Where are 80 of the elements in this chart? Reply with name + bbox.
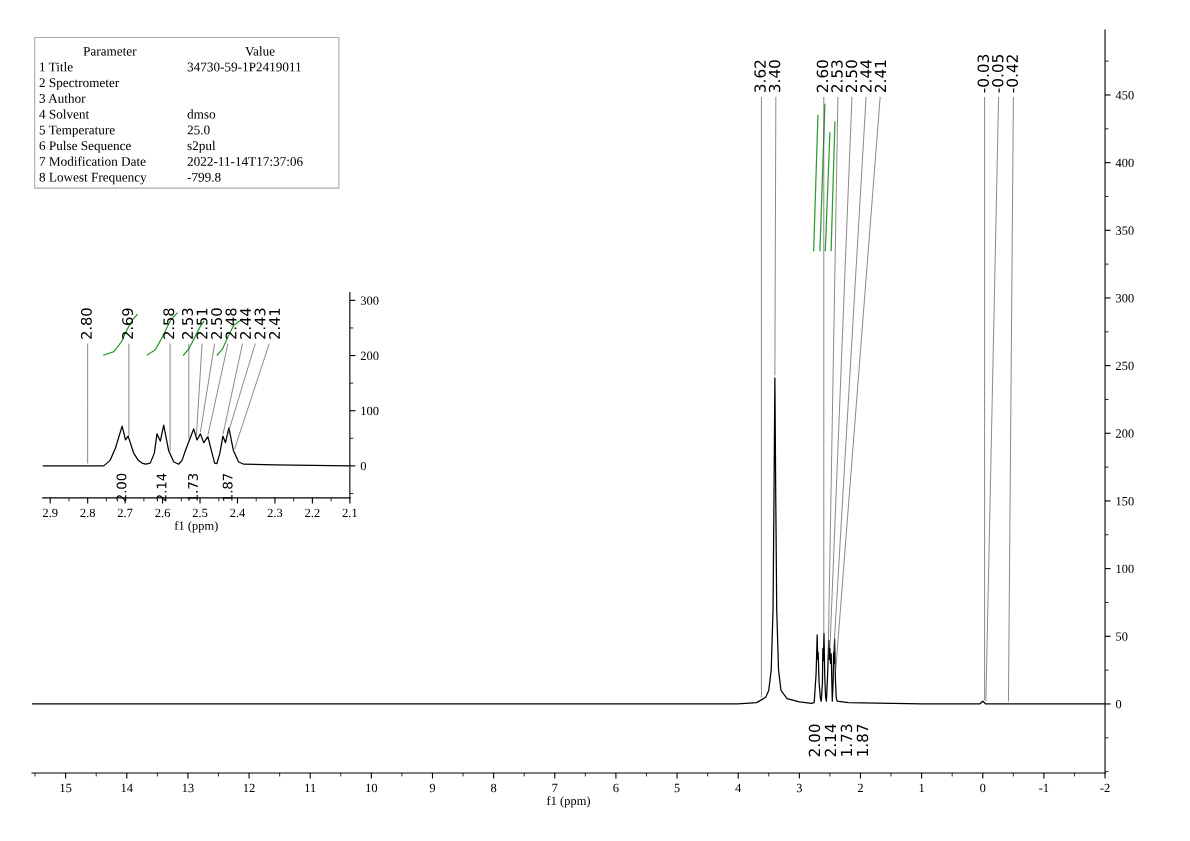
y-tick-label: 200 xyxy=(1116,429,1134,438)
annotation: 2.69 xyxy=(122,308,134,339)
annotation: 1.73 xyxy=(187,473,198,501)
x-tick-label: 12 xyxy=(243,783,255,793)
annotation: -0.05 xyxy=(991,54,1004,93)
x-tick-label: 2.4 xyxy=(230,508,246,518)
text: 8 Lowest Frequency -799.8 xyxy=(39,172,221,185)
annotation: 2.43 xyxy=(254,308,266,339)
y-tick-label: 300 xyxy=(1116,293,1134,303)
y-tick-label: 100 xyxy=(1116,564,1134,574)
annotation: 2.53 xyxy=(182,308,194,339)
y-tick-label: 200 xyxy=(360,351,379,361)
x-tick-label: 2.2 xyxy=(305,508,320,518)
y-tick-label: 350 xyxy=(1116,226,1134,235)
annotation: -0.03 xyxy=(977,54,990,93)
annotation: 1.73 xyxy=(840,724,853,756)
annotation: 2.60 xyxy=(816,60,829,93)
annotation: -0.42 xyxy=(1006,55,1019,93)
x-tick-label: 2.1 xyxy=(342,508,357,518)
x-tick-label: 5 xyxy=(674,783,680,793)
annotation: 2.50 xyxy=(845,60,858,93)
text: Parameter Value xyxy=(83,46,275,56)
x-tick-label: -1 xyxy=(1039,783,1049,793)
x-tick-label: 1 xyxy=(919,783,924,793)
annotation: 2.58 xyxy=(163,308,175,339)
x-tick-label: 10 xyxy=(366,783,378,793)
x-tick-label: 14 xyxy=(121,783,133,793)
x-tick-label: 13 xyxy=(182,783,194,793)
annotation: 2.44 xyxy=(860,60,872,93)
y-tick-label: 400 xyxy=(1115,158,1134,168)
annotation: 2.41 xyxy=(874,60,886,93)
x-tick-label: 2 xyxy=(857,783,863,793)
annotation: 2.51 xyxy=(196,308,208,339)
annotation: 2.50 xyxy=(211,308,223,339)
x-tick-label: 2.7 xyxy=(117,508,133,518)
x-tick-label: 2.9 xyxy=(42,508,58,518)
x-tick-label: 6 xyxy=(613,783,619,793)
text: 6 Pulse Sequence s2pul xyxy=(39,140,216,153)
annotation: 2.44 xyxy=(240,308,251,339)
x-tick-label: 8 xyxy=(490,783,497,793)
text: 7 Modification Date 2022-11-14T17:37:06 xyxy=(39,156,303,166)
x-tick-label: 0 xyxy=(980,783,986,793)
annotation: 2.14 xyxy=(156,473,167,502)
annotation: 2.53 xyxy=(831,60,843,93)
y-tick-label: 50 xyxy=(1116,632,1128,641)
x-tick-label: 2.6 xyxy=(155,508,171,518)
annotation: 1.87 xyxy=(856,724,869,756)
text: 4 Solvent dmso xyxy=(39,109,216,119)
y-tick-label: 150 xyxy=(1116,496,1134,506)
x-tick-label: 4 xyxy=(735,783,742,793)
x-tick-label: 2.5 xyxy=(192,508,208,518)
y-tick-label: 450 xyxy=(1115,91,1134,100)
annotation: 2.14 xyxy=(824,724,837,757)
x-tick-label: 2.3 xyxy=(267,508,283,518)
y-tick-label: 0 xyxy=(360,461,367,471)
x-tick-label: 9 xyxy=(429,783,436,793)
x-tick-label: 3 xyxy=(796,783,802,793)
annotation: 2.80 xyxy=(80,308,92,339)
x-tick-label: 2.8 xyxy=(80,508,95,518)
y-tick-label: 100 xyxy=(361,406,379,416)
annotation: 3 Author xyxy=(39,93,86,103)
x-tick-label: 11 xyxy=(305,783,316,793)
annotation: 2 Spectrometer xyxy=(39,78,120,90)
x-tick-label: 7 xyxy=(552,783,558,793)
x-tick-label: -2 xyxy=(1100,783,1110,793)
x-axis-title: f1 (ppm) xyxy=(546,796,591,808)
annotation: 2.00 xyxy=(116,473,127,502)
annotation: 2.41 xyxy=(269,308,280,339)
x-tick-label: 15 xyxy=(60,783,72,793)
y-tick-label: 250 xyxy=(1116,361,1134,371)
x-axis-title: f1 (ppm) xyxy=(174,521,218,533)
annotation: 3.40 xyxy=(768,60,781,93)
y-tick-label: 300 xyxy=(360,296,379,305)
text: 1 Title 34730-59-1P2419011 xyxy=(40,62,301,72)
annotation: 2.48 xyxy=(225,308,237,339)
y-tick-label: 0 xyxy=(1115,699,1122,709)
text: 5 Temperature 25.0 xyxy=(39,125,210,138)
annotation: 1.87 xyxy=(222,473,233,501)
annotation: 3.62 xyxy=(754,60,766,93)
annotation: 2.00 xyxy=(808,724,821,757)
